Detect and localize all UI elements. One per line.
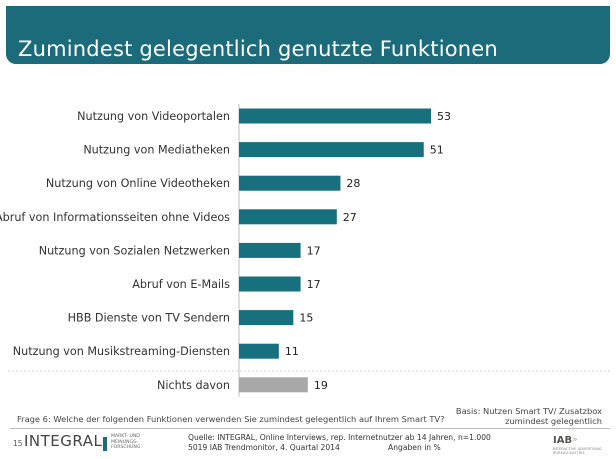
category-label: Abruf von Informationsseiten ohne Videos (0, 211, 230, 224)
bar (239, 209, 337, 225)
integral-logo: INTEGRAL (24, 432, 103, 450)
source-line-2: 5019 IAB Trendmonitor, 4. Quartal 2014 (188, 442, 340, 452)
bar (239, 377, 308, 393)
category-label: Nutzung von Sozialen Netzwerken (39, 244, 230, 257)
integral-logo-mark (103, 437, 107, 451)
value-label: 53 (437, 110, 451, 123)
category-label: Abruf von E-Mails (132, 278, 230, 291)
value-label: 19 (314, 379, 328, 392)
source-note: Quelle: INTEGRAL, Online Interviews, rep… (188, 433, 491, 452)
iab-logo: IAB (553, 435, 573, 446)
value-label: 17 (307, 278, 321, 291)
basis-line-1: Basis: Nutzen Smart TV/ Zusatzbox (455, 406, 602, 416)
footer-divider (10, 428, 610, 429)
bar (239, 343, 279, 359)
units-note: Angaben in % (388, 443, 441, 452)
value-label: 11 (285, 345, 299, 358)
bar (239, 142, 424, 158)
basis-line-2: zumindest gelegentlich (505, 416, 602, 426)
iab-logo-subtitle: INTERACTIVE ADVERTISING BUREAU AUSTRIA (553, 447, 602, 455)
bar (239, 242, 301, 258)
value-label: 51 (430, 144, 444, 157)
category-label: Nutzung von Musikstreaming-Diensten (13, 345, 230, 358)
bar (239, 108, 431, 124)
value-label: 27 (343, 211, 357, 224)
category-label: HBB Dienste von TV Sendern (68, 312, 230, 325)
bar (239, 175, 341, 191)
title-banner: Zumindest gelegentlich genutzte Funktion… (6, 6, 610, 64)
source-line-1: Quelle: INTEGRAL, Online Interviews, rep… (188, 433, 491, 442)
integral-logo-subtitle: MARKT- UND MEINUNGS- FORSCHUNG (111, 434, 141, 450)
basis-note: Basis: Nutzen Smart TV/ Zusatzbox zumind… (456, 406, 602, 426)
category-label: Nutzung von Videoportalen (77, 110, 230, 123)
value-label: 15 (299, 312, 313, 325)
question-footnote: Frage 6: Welche der folgenden Funktionen… (17, 414, 445, 424)
value-label: 28 (346, 177, 360, 190)
category-label: Nutzung von Online Videotheken (46, 177, 230, 190)
bar (239, 310, 294, 326)
category-label: Nichts davon (157, 379, 230, 392)
iab-arrows-icon: » (572, 435, 578, 445)
bar (239, 276, 301, 292)
page-number: 15 (13, 439, 23, 448)
category-label: Nutzung von Mediatheken (83, 144, 230, 157)
page-title: Zumindest gelegentlich genutzte Funktion… (18, 37, 498, 61)
value-label: 17 (307, 244, 321, 257)
